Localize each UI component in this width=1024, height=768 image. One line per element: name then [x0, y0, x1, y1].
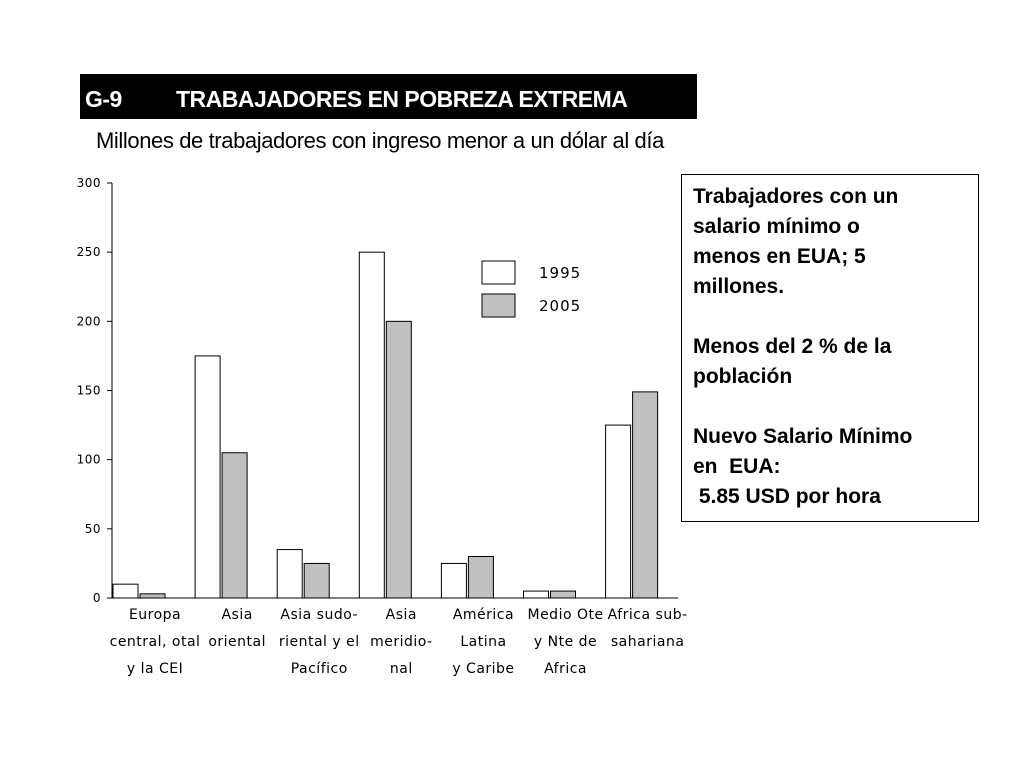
callout-paragraph-1: Trabajadores con un salario mínimo o men… — [693, 182, 968, 302]
legend-swatch-1995 — [481, 260, 516, 285]
y-tick-label: 50 — [85, 522, 101, 536]
y-tick-label: 150 — [77, 384, 101, 398]
y-tick-label: 100 — [77, 453, 101, 467]
callout-line: menos en EUA; 5 — [693, 245, 866, 268]
bar-1995 — [605, 424, 632, 599]
callout-line: Nuevo Salario Mínimo — [693, 425, 913, 448]
x-tick-label: nal — [390, 661, 413, 677]
bar-1995 — [440, 562, 467, 599]
x-tick-label: Africa — [544, 661, 587, 677]
x-tick-label: Europa — [129, 607, 181, 623]
callout-line: Menos del 2 % de la — [693, 335, 892, 358]
x-tick-label: y Caribe — [452, 661, 514, 677]
x-tick-label: Asia — [386, 607, 417, 623]
info-callout-box: Trabajadores con un salario mínimo o men… — [681, 174, 979, 522]
bar-2005 — [385, 320, 412, 599]
callout-line: millones. — [693, 275, 785, 298]
bar-1995 — [276, 549, 303, 599]
x-tick-label: Asia — [221, 607, 252, 623]
x-tick-label: central, otal — [110, 634, 201, 650]
bar-1995 — [194, 355, 221, 599]
chart-code: G-9 — [85, 86, 122, 112]
bar-2005 — [221, 452, 248, 599]
x-tick-label: riental y el — [279, 634, 360, 650]
callout-line: salario mínimo o — [693, 215, 860, 238]
bar-2005 — [550, 590, 576, 599]
x-tick-label: y la CEI — [127, 661, 183, 677]
x-tick-label: oriental — [208, 634, 266, 650]
callout-line: en EUA: — [693, 455, 781, 478]
bar-1995 — [112, 583, 139, 599]
legend-swatch-2005 — [481, 293, 516, 318]
legend-label: 2005 — [539, 297, 581, 315]
bar-2005 — [467, 556, 494, 599]
bar-2005 — [303, 562, 330, 599]
callout-line: población — [693, 365, 793, 388]
y-tick-label: 250 — [77, 245, 101, 259]
y-tick-label: 300 — [77, 176, 101, 190]
callout-paragraph-3: Nuevo Salario Mínimo en EUA: 5.85 USD po… — [693, 422, 968, 512]
bar-2005 — [139, 593, 166, 599]
bar-chart: 0 50 100 150 200 250 300 Europa central, otal y l… — [77, 176, 688, 677]
x-tick-label: sahariana — [611, 634, 685, 650]
bar-2005 — [632, 391, 659, 599]
x-tick-label: Africa sub- — [608, 607, 688, 623]
x-tick-label: Medio Ote — [527, 607, 603, 623]
callout-line: Trabajadores con un — [693, 185, 899, 208]
x-tick-label: Pacífico — [291, 661, 348, 677]
callout-paragraph-2: Menos del 2 % de la población — [693, 332, 968, 392]
y-tick-label: 0 — [93, 591, 101, 605]
callout-line: 5.85 USD por hora — [693, 485, 881, 508]
x-tick-label: Latina — [460, 634, 506, 650]
x-tick-label: América — [453, 607, 514, 623]
legend-label: 1995 — [539, 264, 581, 282]
bar-1995 — [523, 590, 549, 599]
y-tick-label: 200 — [77, 314, 101, 328]
x-tick-label: y Nte de — [534, 634, 597, 650]
chart-subtitle: Millones de trabajadores con ingreso men… — [96, 128, 664, 153]
x-tick-label: Asia sudo- — [280, 607, 358, 623]
x-tick-label: meridio- — [370, 634, 433, 650]
chart-title: TRABAJADORES EN POBREZA EXTREMA — [176, 86, 628, 112]
bar-1995 — [358, 251, 385, 599]
chart-title-bar: G-9 TRABAJADORES EN POBREZA EXTREMA — [80, 74, 697, 119]
